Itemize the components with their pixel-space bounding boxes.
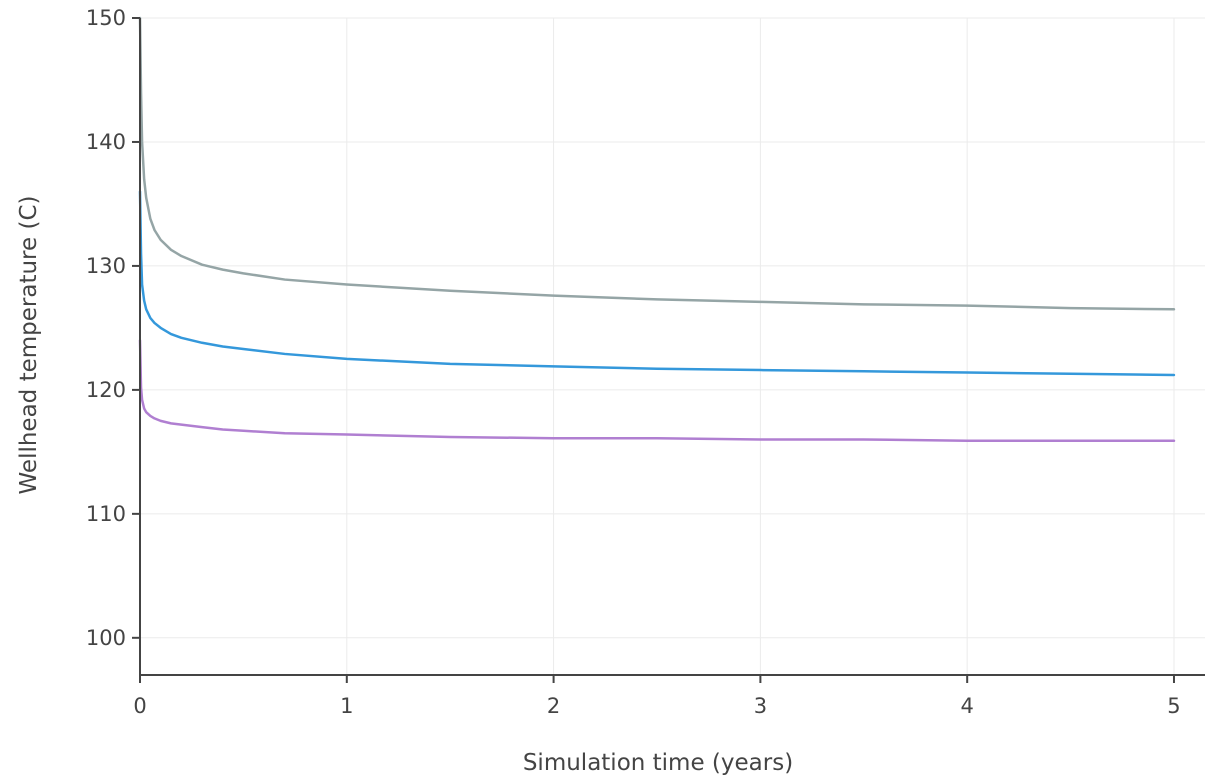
axes (139, 18, 1205, 676)
y-tick-label: 100 (86, 626, 126, 650)
y-tick-label: 120 (86, 378, 126, 402)
series-lines (138, 16, 1176, 442)
x-axis-title: Simulation time (years) (523, 750, 793, 776)
grid (140, 17, 1205, 675)
y-axis-ticks: 100 110 120 130 140 150 (86, 6, 140, 650)
series-line-1 (138, 16, 1176, 311)
x-tick-label: 5 (1167, 694, 1180, 718)
y-tick-label: 140 (86, 130, 126, 154)
x-tick-label: 0 (133, 694, 146, 718)
y-tick-label: 130 (86, 254, 126, 278)
y-tick-label: 150 (86, 6, 126, 30)
x-axis-ticks: 0 1 2 3 4 5 (133, 675, 1181, 718)
x-tick-label: 1 (340, 694, 353, 718)
series-line-3 (138, 339, 1176, 442)
y-tick-label: 110 (86, 502, 126, 526)
x-tick-label: 4 (960, 694, 973, 718)
x-tick-label: 2 (547, 694, 560, 718)
x-tick-label: 3 (754, 694, 767, 718)
y-axis-title: Wellhead temperature (C) (16, 196, 42, 495)
series-line-2 (138, 190, 1176, 377)
